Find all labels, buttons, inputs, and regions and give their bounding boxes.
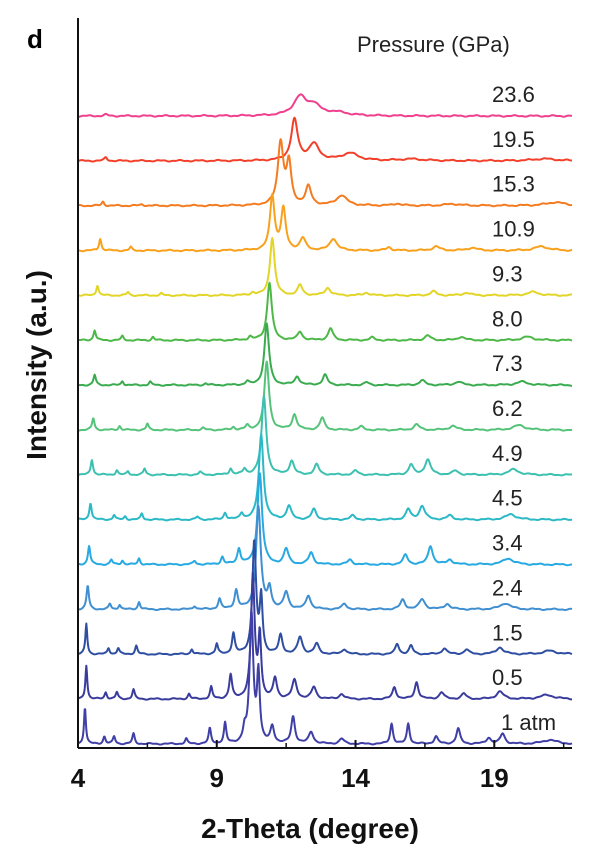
trace-8.0 bbox=[77, 281, 573, 342]
trace-2.4 bbox=[77, 504, 573, 612]
x-tick-label: 14 bbox=[341, 763, 370, 793]
x-tick-group: 4 9 14 19 bbox=[71, 740, 565, 793]
trace-7.3 bbox=[77, 322, 573, 387]
trace-15.3 bbox=[77, 138, 573, 208]
trace-group bbox=[77, 93, 573, 746]
trace-10.9 bbox=[77, 193, 573, 253]
trace-label: 4.9 bbox=[492, 441, 523, 466]
trace-label: 9.3 bbox=[492, 261, 523, 286]
trace-label: 19.5 bbox=[492, 127, 535, 152]
trace-19.5 bbox=[77, 116, 573, 163]
trace-1-atm bbox=[77, 611, 573, 746]
trace-label: 8.0 bbox=[492, 306, 523, 331]
trace-23.6 bbox=[77, 93, 573, 118]
trace-label: 3.4 bbox=[492, 531, 523, 556]
trace-label: 10.9 bbox=[492, 217, 535, 242]
x-tick-label: 9 bbox=[210, 763, 224, 793]
trace-label: 15.3 bbox=[492, 172, 535, 197]
trace-label: 23.6 bbox=[492, 82, 535, 107]
trace-label: 1 atm bbox=[501, 710, 556, 735]
trace-4.5 bbox=[77, 433, 573, 522]
trace-1.5 bbox=[77, 539, 573, 656]
trace-label: 6.2 bbox=[492, 396, 523, 421]
trace-0.5 bbox=[77, 571, 573, 701]
legend-title: Pressure (GPa) bbox=[357, 32, 510, 57]
panel-letter: d bbox=[27, 24, 43, 54]
trace-label-group: 23.6 19.5 15.3 10.9 9.3 8.0 7.3 6.2 4.9 4.5 3.4 2.4… bbox=[492, 82, 556, 735]
trace-label: 1.5 bbox=[492, 620, 523, 645]
trace-9.3 bbox=[77, 237, 573, 298]
trace-6.2 bbox=[77, 360, 573, 432]
trace-label: 2.4 bbox=[492, 575, 523, 600]
x-tick-label: 19 bbox=[480, 763, 509, 793]
x-tick-label: 4 bbox=[71, 763, 86, 793]
trace-label: 0.5 bbox=[492, 665, 523, 690]
trace-label: 4.5 bbox=[492, 486, 523, 511]
trace-label: 7.3 bbox=[492, 351, 523, 376]
trace-4.9 bbox=[77, 395, 573, 477]
x-axis-title: 2-Theta (degree) bbox=[201, 813, 419, 844]
trace-3.4 bbox=[77, 472, 573, 567]
y-axis-title: Intensity (a.u.) bbox=[21, 270, 52, 460]
